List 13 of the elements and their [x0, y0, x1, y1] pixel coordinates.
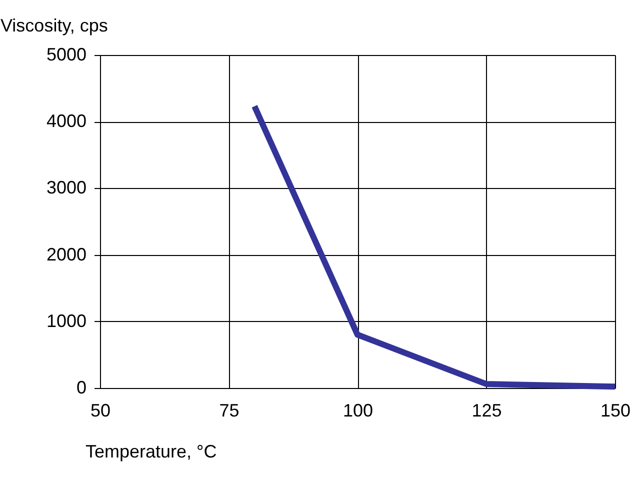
- y-axis-title: Viscosity, cps: [0, 16, 108, 36]
- y-tick-label: 1000: [46, 310, 86, 331]
- x-tick-label: 125: [472, 400, 502, 420]
- x-tick-label: 75: [219, 400, 240, 420]
- y-tick-label: 3000: [46, 178, 86, 198]
- x-tick-label: 100: [342, 400, 374, 420]
- x-tick-label: 50: [90, 400, 111, 420]
- y-tick-label: 4000: [46, 111, 86, 132]
- y-tick-label: 0: [76, 378, 86, 398]
- y-tick-label: 5000: [46, 44, 86, 64]
- x-axis-title: Temperature, °C: [86, 442, 217, 462]
- x-tick-label: 150: [600, 400, 631, 420]
- y-tick-label: 2000: [46, 244, 86, 264]
